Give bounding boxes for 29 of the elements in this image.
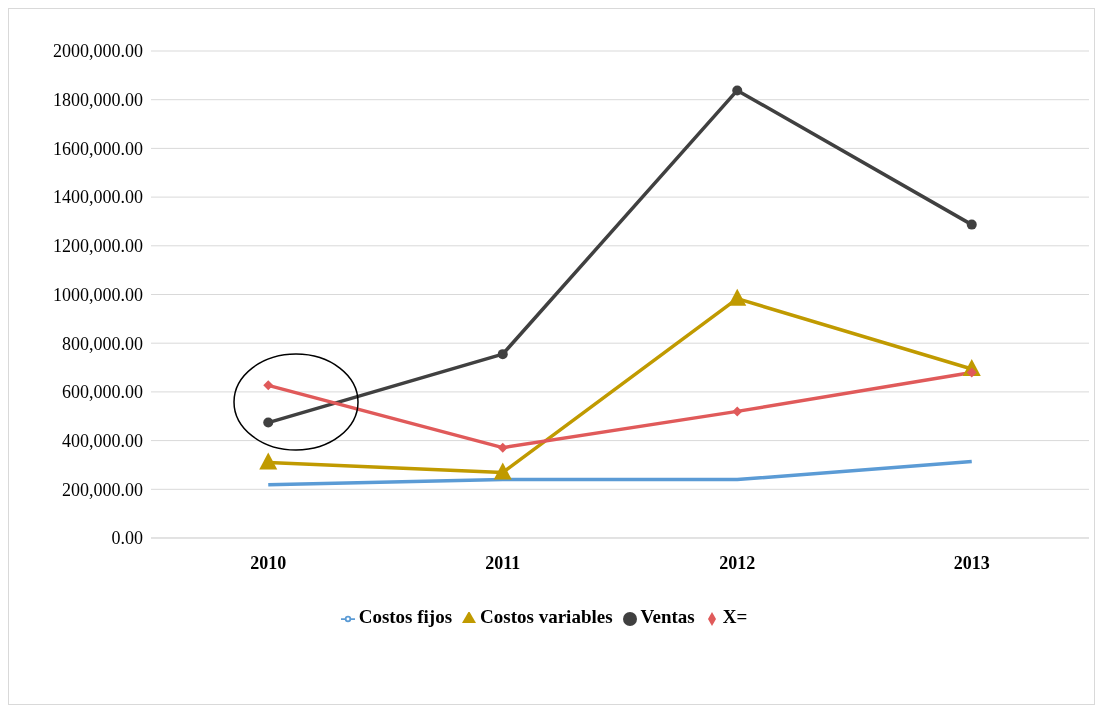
y-tick-label: 1000,000.00	[53, 284, 143, 305]
point	[263, 380, 274, 391]
y-tick-label: 1400,000.00	[53, 187, 143, 208]
point	[493, 462, 512, 480]
y-tick-label: 1600,000.00	[53, 138, 143, 159]
legend-label: Ventas	[640, 606, 695, 627]
legend-label: X=	[722, 606, 748, 627]
legend-label: Costos fijos	[358, 606, 453, 627]
y-tick-label: 1200,000.00	[53, 236, 143, 257]
y-tick-label: 400,000.00	[62, 430, 143, 451]
x-tick-label: 2013	[953, 552, 990, 573]
x-tick-label: 2012	[719, 552, 756, 573]
point	[966, 219, 977, 230]
legend-label: Costos variables	[480, 606, 613, 627]
y-tick-label: 1800,000.00	[53, 90, 143, 111]
point	[732, 406, 743, 417]
y-tick-label: 600,000.00	[62, 382, 143, 403]
point	[728, 288, 747, 306]
y-tick-label: 0.00	[111, 528, 143, 549]
y-tick-label: 200,000.00	[62, 479, 143, 500]
y-tick-label: 800,000.00	[62, 333, 143, 354]
point	[497, 349, 508, 360]
point	[732, 85, 743, 96]
y-tick-label: 2000,000.00	[53, 41, 143, 62]
x-tick-label: 2011	[485, 552, 521, 573]
point	[497, 442, 508, 453]
point	[263, 417, 274, 428]
x-tick-label: 2010	[250, 552, 287, 573]
point	[259, 452, 278, 470]
